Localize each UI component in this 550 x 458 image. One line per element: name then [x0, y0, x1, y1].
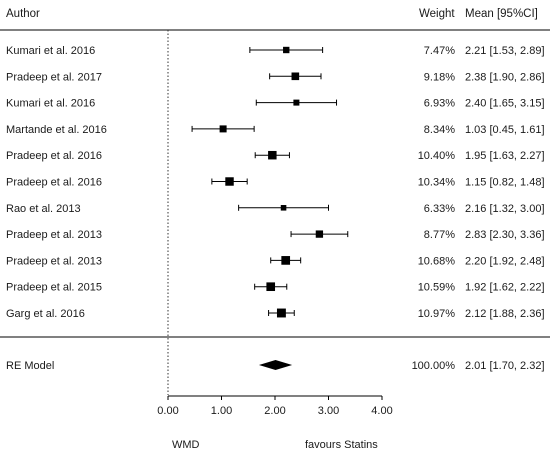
study-point: [280, 205, 287, 211]
x-tick-label: 3.00: [318, 405, 339, 417]
study-weight: 8.34%: [424, 124, 455, 136]
weight-header: Weight: [419, 8, 455, 20]
study-author: Pradeep et al. 2016: [6, 150, 102, 162]
summary-weight: 100.00%: [412, 360, 456, 372]
study-ci: 1.03 [0.45, 1.61]: [465, 124, 545, 136]
study-author: Garg et al. 2016: [6, 308, 85, 320]
summary-ci: 2.01 [1.70, 2.32]: [465, 360, 545, 372]
mean-ci-header: Mean [95%CI]: [465, 8, 538, 20]
summary-label: RE Model: [6, 360, 54, 372]
x-label-left: WMD: [172, 439, 200, 451]
summary-row: RE Model 100.00% 2.01 [1.70, 2.32]: [6, 360, 545, 372]
x-tick-label: 2.00: [264, 405, 285, 417]
study-author: Pradeep et al. 2017: [6, 71, 102, 83]
study-author: Pradeep et al. 2013: [6, 255, 102, 267]
study-point: [268, 150, 277, 160]
study-weight: 7.47%: [424, 45, 455, 57]
study-weight: 10.68%: [418, 255, 456, 267]
x-tick-label: 4.00: [371, 405, 392, 417]
study-rows: Kumari et al. 2016 7.47% 2.21 [1.53, 2.89]…: [6, 45, 545, 320]
study-author: Martande et al. 2016: [6, 124, 107, 136]
study-row: Pradeep et al. 2013 10.68% 2.20 [1.92, 2.4…: [6, 255, 545, 267]
study-row: Pradeep et al. 2015 10.59% 1.92 [1.62, 2.2…: [6, 282, 545, 294]
study-ci: 2.83 [2.30, 3.36]: [465, 229, 545, 241]
study-ci: 2.16 [1.32, 3.00]: [465, 203, 545, 215]
study-author: Pradeep et al. 2015: [6, 282, 102, 294]
x-axis: 0.00 1.00 2.00 3.00 4.00: [157, 395, 393, 417]
study-row: Rao et al. 2013 6.33% 2.16 [1.32, 3.00]: [6, 203, 545, 215]
x-tick-label: 0.00: [157, 405, 178, 417]
study-weight: 8.77%: [424, 229, 455, 241]
x-label-right: favours Statins: [305, 439, 378, 451]
study-point: [281, 256, 291, 265]
study-author: Kumari et al. 2016: [6, 45, 95, 57]
study-point: [276, 308, 286, 318]
study-author: Pradeep et al. 2016: [6, 177, 102, 189]
study-weight: 6.33%: [424, 203, 455, 215]
study-row: Kumari et al. 2016 6.93% 2.40 [1.65, 3.15]: [6, 98, 545, 110]
study-weight: 10.34%: [418, 177, 456, 189]
study-ci: 1.95 [1.63, 2.27]: [465, 150, 545, 162]
study-weight: 9.18%: [424, 71, 455, 83]
study-point: [291, 72, 300, 81]
study-author: Rao et al. 2013: [6, 203, 81, 215]
author-header: Author: [6, 8, 40, 20]
study-weight: 6.93%: [424, 98, 455, 110]
study-weight: 10.40%: [418, 150, 456, 162]
study-ci: 2.20 [1.92, 2.48]: [465, 255, 545, 267]
study-row: Kumari et al. 2016 7.47% 2.21 [1.53, 2.89]: [6, 45, 545, 57]
study-weight: 10.59%: [418, 282, 456, 294]
study-row: Garg et al. 2016 10.97% 2.12 [1.88, 2.36]: [6, 308, 545, 320]
study-row: Pradeep et al. 2017 9.18% 2.38 [1.90, 2.86…: [6, 71, 545, 83]
study-ci: 2.21 [1.53, 2.89]: [465, 45, 545, 57]
study-author: Pradeep et al. 2013: [6, 229, 102, 241]
study-point: [219, 125, 227, 133]
study-row: Pradeep et al. 2016 10.40% 1.95 [1.63, 2.2…: [6, 150, 545, 162]
x-tick-label: 1.00: [211, 405, 232, 417]
study-row: Martande et al. 2016 8.34% 1.03 [0.45, 1.6…: [6, 124, 545, 136]
study-ci: 2.38 [1.90, 2.86]: [465, 71, 545, 83]
study-ci: 2.12 [1.88, 2.36]: [465, 308, 545, 320]
study-ci: 1.92 [1.62, 2.22]: [465, 282, 545, 294]
study-point: [283, 46, 290, 54]
study-weight: 10.97%: [418, 308, 456, 320]
study-ci: 2.40 [1.65, 3.15]: [465, 98, 545, 110]
study-point: [266, 282, 276, 292]
study-row: Pradeep et al. 2016 10.34% 1.15 [0.82, 1.4…: [6, 177, 545, 189]
study-ci: 1.15 [0.82, 1.48]: [465, 177, 545, 189]
study-point: [293, 99, 300, 106]
study-author: Kumari et al. 2016: [6, 98, 95, 110]
study-point: [225, 177, 234, 186]
study-point: [315, 230, 324, 238]
study-row: Pradeep et al. 2013 8.77% 2.83 [2.30, 3.36…: [6, 229, 545, 241]
summary-diamond: [258, 360, 293, 370]
